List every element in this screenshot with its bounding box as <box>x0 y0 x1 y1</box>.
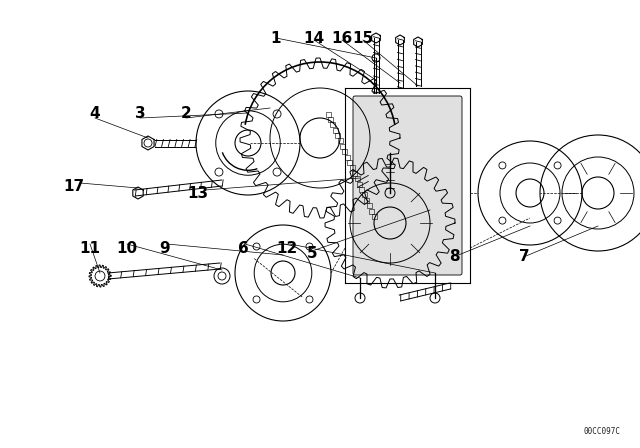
Text: 4: 4 <box>90 105 100 121</box>
FancyBboxPatch shape <box>353 96 462 275</box>
Text: 14: 14 <box>303 30 324 46</box>
Bar <box>355 176 360 181</box>
Bar <box>371 214 376 219</box>
Text: 17: 17 <box>63 178 84 194</box>
Bar <box>349 165 355 170</box>
Text: 11: 11 <box>79 241 100 255</box>
Bar <box>328 117 333 122</box>
Text: 3: 3 <box>134 105 145 121</box>
Bar <box>357 181 362 187</box>
Bar <box>326 112 330 116</box>
Text: 12: 12 <box>276 241 298 255</box>
Bar <box>338 138 342 143</box>
Bar <box>352 171 357 176</box>
Text: 5: 5 <box>307 246 317 260</box>
Bar <box>348 160 352 165</box>
Text: 6: 6 <box>237 241 248 255</box>
Text: 13: 13 <box>188 185 209 201</box>
Text: 2: 2 <box>180 105 191 121</box>
Text: 00CC097C: 00CC097C <box>583 427 620 436</box>
Text: 8: 8 <box>449 249 460 263</box>
Text: 10: 10 <box>116 241 138 255</box>
Bar <box>340 144 345 149</box>
Text: 15: 15 <box>353 30 374 46</box>
Bar <box>360 187 364 192</box>
Bar <box>333 128 338 133</box>
Text: 1: 1 <box>271 30 281 46</box>
Bar <box>342 149 348 154</box>
Bar <box>335 133 340 138</box>
Text: 7: 7 <box>518 249 529 263</box>
Bar <box>364 198 369 203</box>
Bar <box>367 203 372 208</box>
Text: 9: 9 <box>160 241 170 255</box>
Bar <box>345 155 350 159</box>
Text: 16: 16 <box>332 30 353 46</box>
Bar <box>362 193 367 198</box>
Bar <box>330 122 335 127</box>
Bar <box>369 209 374 214</box>
